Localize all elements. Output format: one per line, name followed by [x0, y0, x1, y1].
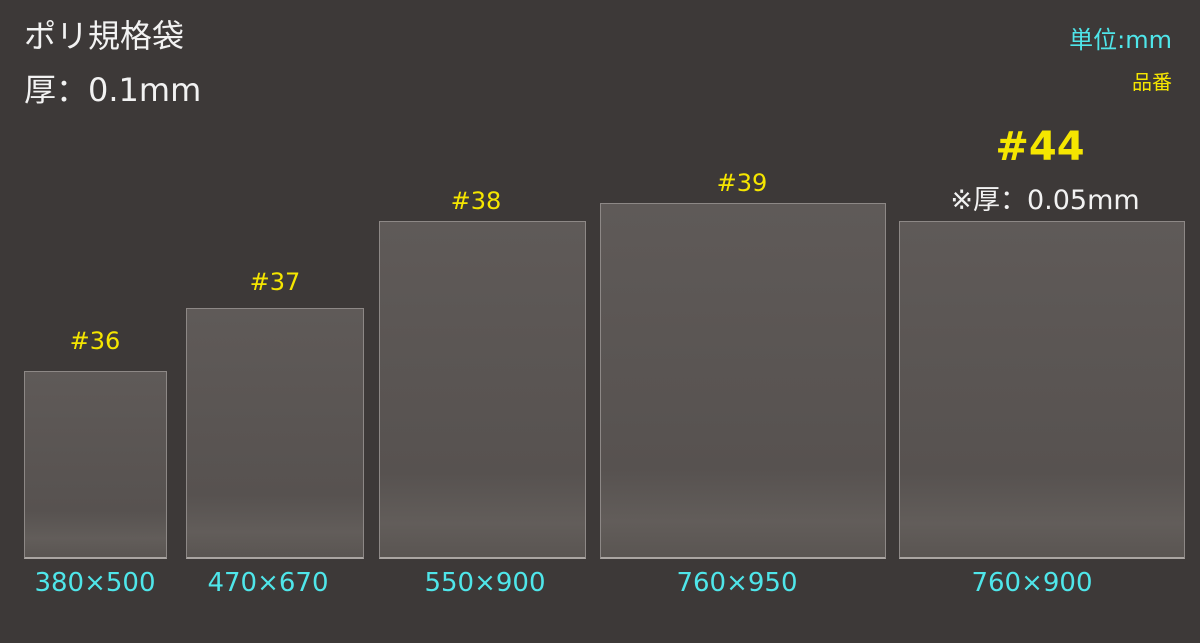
thickness-label: 厚：0.1mm: [24, 71, 202, 109]
bag-code: #38: [450, 187, 502, 215]
bag-39: [600, 203, 886, 559]
bag-44: [899, 221, 1185, 559]
bag-size: 380×500: [34, 568, 156, 598]
page-title: ポリ規格袋: [24, 17, 185, 55]
bag-thickness-note: ※厚：0.05mm: [950, 185, 1140, 216]
unit-label: 単位:mm: [1069, 26, 1172, 54]
bag-37: [186, 308, 364, 559]
bag-size: 470×670: [207, 568, 329, 598]
bag-code: #39: [716, 169, 768, 197]
bag-size: 760×950: [676, 568, 798, 598]
bag-size: 760×900: [971, 568, 1093, 598]
bag-38: [379, 221, 586, 559]
bag-size: 550×900: [424, 568, 546, 598]
bag-code: #37: [249, 268, 301, 296]
product-code-legend: 品番: [1132, 70, 1172, 94]
bag-code: #44: [995, 124, 1085, 170]
bag-36: [24, 371, 167, 559]
bag-code: #36: [69, 327, 121, 355]
